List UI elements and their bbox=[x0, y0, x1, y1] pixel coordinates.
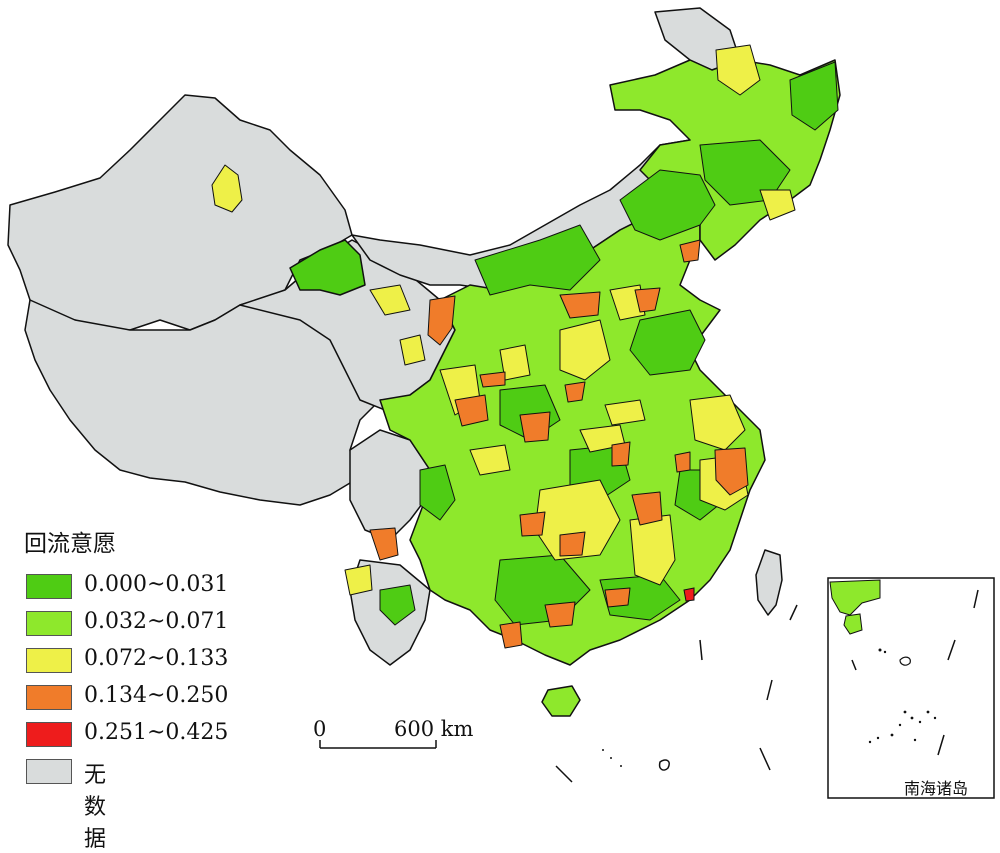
legend-title: 回流意愿 bbox=[24, 531, 116, 557]
scale-start-label: 0 bbox=[313, 717, 327, 741]
class5-patches bbox=[683, 587, 695, 602]
legend-item-6: 无数据 bbox=[24, 757, 116, 852]
inset-label: 南海诸岛 bbox=[904, 779, 969, 798]
legend-item-3: 0.072~0.133 bbox=[24, 646, 228, 676]
legend-item-5: 0.251~0.425 bbox=[24, 720, 228, 750]
scale-bar bbox=[319, 740, 437, 749]
legend-swatch bbox=[26, 685, 72, 710]
legend-label: 0.251~0.425 bbox=[84, 720, 229, 745]
china-choropleth-map bbox=[7, 7, 995, 799]
legend-swatch bbox=[26, 759, 72, 784]
scale-end-label: 600 km bbox=[394, 717, 474, 741]
legend-label: 0.072~0.133 bbox=[84, 646, 229, 671]
sichuan-west-nodata bbox=[349, 429, 431, 541]
taiwan bbox=[755, 549, 783, 616]
legend-label: 0.000~0.031 bbox=[84, 572, 229, 597]
class4-patches bbox=[369, 239, 749, 649]
class3-patches bbox=[211, 44, 796, 596]
legend-label: 0.032~0.071 bbox=[84, 609, 229, 634]
south-china-sea-inset bbox=[827, 577, 995, 799]
legend-label: 0.134~0.250 bbox=[84, 683, 229, 708]
legend-swatch bbox=[26, 611, 72, 636]
hainan bbox=[541, 685, 581, 717]
class1-patches bbox=[379, 61, 839, 626]
legend-item-1: 0.000~0.031 bbox=[24, 572, 228, 602]
legend-item-4: 0.134~0.250 bbox=[24, 683, 228, 713]
legend-item-2: 0.032~0.071 bbox=[24, 609, 228, 639]
legend-swatch bbox=[26, 722, 72, 747]
legend: 回流意愿 0.000~0.031 0.032~0.071 0.072~0.133… bbox=[24, 524, 228, 852]
legend-label: 无数据 bbox=[84, 763, 107, 852]
island-marks bbox=[555, 604, 798, 783]
legend-swatch bbox=[26, 574, 72, 599]
xinjiang-north-patch bbox=[289, 239, 366, 296]
legend-swatch bbox=[26, 648, 72, 673]
